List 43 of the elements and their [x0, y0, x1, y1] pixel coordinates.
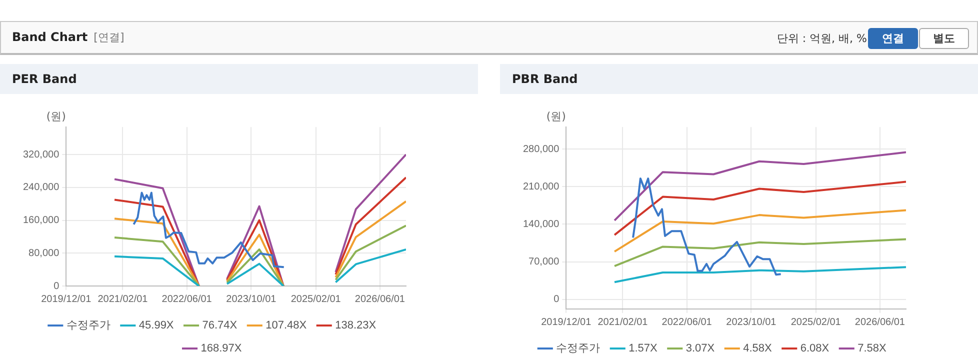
y-tick-label: 240,000 — [22, 182, 60, 194]
y-tick-label: 80,000 — [28, 248, 60, 259]
legend-label: 3.07X — [686, 342, 716, 355]
legend-label: 107.48X — [266, 320, 308, 332]
legend-label: 76.74X — [202, 320, 238, 332]
x-tick-label: 2019/12/01 — [541, 316, 592, 328]
x-tick-label: 2026/06/01 — [854, 316, 906, 328]
text: 단위 : 억원, 배, % — [776, 31, 867, 46]
legend-label: 수정주가 — [66, 320, 110, 332]
y-tick-label: 320,000 — [22, 149, 60, 160]
legend-label: 7.58X — [858, 342, 888, 355]
y-tick-label: 140,000 — [522, 218, 560, 230]
x-tick-label: 2023/10/01 — [726, 316, 777, 328]
y-tick-label: 280,000 — [522, 144, 560, 155]
chart-title: PBR Band — [500, 64, 978, 94]
text: [연결] — [94, 31, 124, 44]
x-tick-label: 2023/10/01 — [226, 294, 277, 305]
legend-label: 168.97X — [200, 342, 242, 355]
y-tick-label: 70,000 — [528, 256, 560, 268]
legend-label: 4.58X — [743, 342, 773, 355]
x-tick-label: 2019/12/01 — [41, 294, 92, 305]
y-tick-label: 160,000 — [22, 215, 60, 226]
y-tick-label: 0 — [54, 280, 60, 292]
legend-label: 1.57X — [628, 342, 658, 355]
legend-label: 138.23X — [335, 320, 377, 332]
x-tick-label: 2021/02/01 — [98, 294, 148, 305]
text: 별도 — [919, 28, 969, 49]
x-tick-label: 2026/06/01 — [354, 294, 406, 305]
y-tick-label: 0 — [554, 294, 560, 306]
legend-label: 수정주가 — [556, 342, 600, 355]
x-tick-label: 2021/02/01 — [598, 316, 648, 328]
y-tick-label: 210,000 — [522, 181, 560, 192]
x-tick-label: 2022/06/01 — [162, 294, 212, 305]
y-axis-title: (원) — [46, 110, 66, 123]
x-tick-label: 2022/06/01 — [662, 316, 712, 328]
y-axis-title: (원) — [546, 110, 566, 123]
legend-label: 6.08X — [800, 342, 830, 355]
text: 연결 — [868, 28, 918, 49]
chart-title: PER Band — [0, 64, 478, 94]
legend-label: 45.99X — [138, 320, 174, 332]
text: Band Chart — [12, 30, 88, 44]
x-tick-label: 2025/02/01 — [290, 294, 342, 305]
x-tick-label: 2025/02/01 — [790, 316, 842, 328]
